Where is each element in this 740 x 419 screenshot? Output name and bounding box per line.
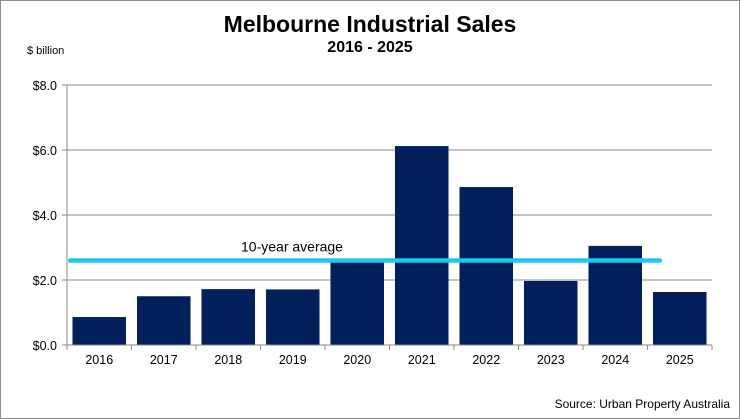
average-line-label: 10-year average (241, 239, 343, 255)
x-tick-label: 2024 (601, 353, 629, 367)
y-tick-label: $2.0 (33, 274, 57, 288)
bar-2016 (72, 317, 127, 345)
bar-2022 (459, 187, 514, 345)
x-tick-label: 2025 (666, 353, 694, 367)
x-tick-label: 2016 (85, 353, 113, 367)
y-tick-label: $4.0 (33, 209, 57, 223)
x-tick-label: 2017 (150, 353, 178, 367)
bar-2020 (330, 260, 385, 345)
x-tick-label: 2022 (472, 353, 500, 367)
y-tick-label: $8.0 (33, 79, 57, 93)
x-tick-label: 2020 (343, 353, 371, 367)
bar-2021 (394, 146, 449, 345)
x-tick-label: 2023 (537, 353, 565, 367)
y-axis-label: $ billion (27, 45, 65, 57)
chart-title: Melbourne Industrial Sales (223, 11, 517, 37)
bar-2018 (201, 289, 256, 345)
chart-subtitle: 2016 - 2025 (327, 39, 413, 56)
y-tick-label: $6.0 (33, 144, 57, 158)
bar-2017 (136, 296, 191, 345)
axes: $0.0 $2.0 $4.0 $6.0 $8.0 2016 2017 2018 2019 2020… (33, 79, 713, 367)
y-tick-label: $0.0 (33, 339, 57, 353)
average-line-group: 10-year average (68, 239, 662, 263)
x-tick-label: 2018 (214, 353, 242, 367)
bar-2019 (265, 289, 320, 345)
x-tick-label: 2019 (279, 353, 307, 367)
source-note: Source: Urban Property Australia (554, 397, 730, 411)
x-tick-label: 2021 (408, 353, 436, 367)
bar-2023 (523, 280, 578, 345)
bars (72, 146, 707, 345)
bar-2025 (652, 292, 707, 345)
